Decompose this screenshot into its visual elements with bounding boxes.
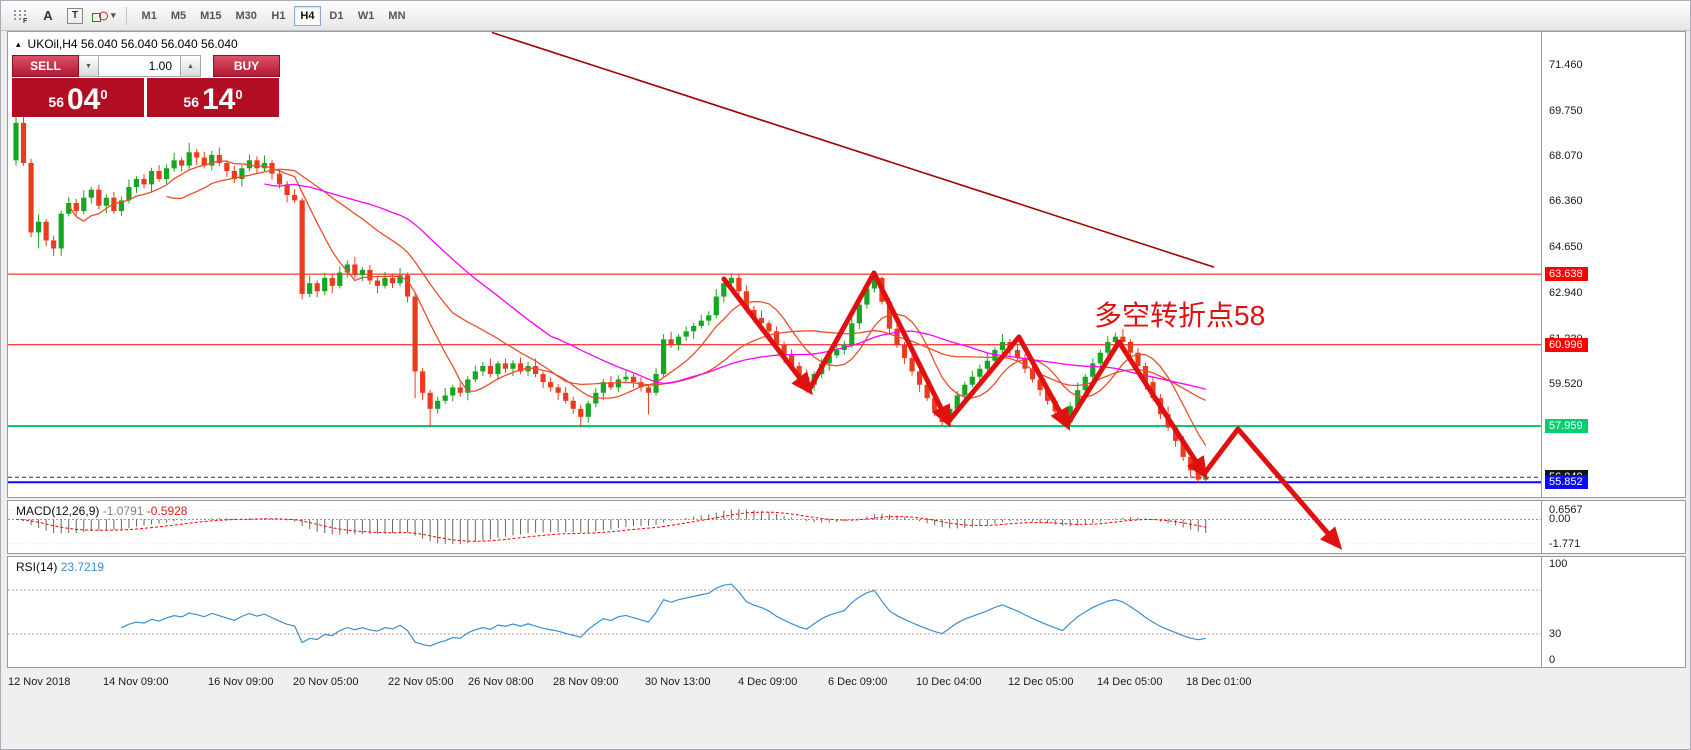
- chart-header: ▴ UKOil,H4 56.040 56.040 56.040 56.040: [16, 37, 238, 51]
- macd-axis-label: 0.00: [1549, 513, 1571, 526]
- price-axis-label: 71.460: [1549, 59, 1583, 72]
- volume-increase-button[interactable]: ▲: [181, 55, 201, 77]
- time-axis-label: 14 Dec 05:00: [1097, 676, 1163, 688]
- time-axis-label: 4 Dec 09:00: [738, 676, 798, 688]
- rsi-axis-label: 100: [1549, 558, 1568, 570]
- rsi-scale[interactable]: 100 30 0: [1541, 557, 1685, 667]
- time-axis[interactable]: 12 Nov 2018 14 Nov 09:00 16 Nov 09:00 20 No…: [7, 668, 1686, 695]
- time-axis-label: 26 Nov 08:00: [468, 676, 534, 688]
- time-axis-label: 10 Dec 04:00: [916, 676, 982, 688]
- caret-down-icon: ▾: [111, 10, 116, 20]
- buy-price-button[interactable]: 56 14 0: [147, 78, 279, 117]
- macd-canvas[interactable]: [8, 501, 1541, 553]
- timeframe-button-m1[interactable]: M1: [141, 9, 157, 22]
- buy-price-pips: 14: [201, 83, 236, 116]
- timeframe-button-h1[interactable]: H1: [271, 9, 286, 22]
- grid-dots-icon: F: [14, 9, 28, 24]
- price-badge: 57.959: [1545, 418, 1588, 433]
- sell-price-pipette: 0: [100, 87, 108, 102]
- price-axis-label: 62.940: [1549, 286, 1583, 299]
- macd-axis-label: 0.6567: [1549, 504, 1583, 517]
- timeframe-button-d1[interactable]: D1: [329, 9, 344, 22]
- macd-axis-label: -1.771: [1549, 537, 1581, 550]
- boxed-t-glyph: T: [67, 7, 83, 24]
- shapes-dropdown[interactable]: ▾: [90, 5, 117, 27]
- buy-price-pipette: 0: [235, 87, 243, 102]
- sell-button[interactable]: SELL: [12, 55, 79, 77]
- trade-row-prices: 56 04 0 56 14 0: [12, 78, 280, 117]
- macd-label: MACD(12,26,9) -1.0791 -0.5928: [16, 504, 187, 518]
- symbol-ohlc-label: UKOil,H4 56.040 56.040 56.040 56.040: [27, 37, 238, 51]
- buy-price-integer: 56: [183, 94, 199, 110]
- timeframe-button-mn[interactable]: MN: [388, 9, 406, 22]
- rsi-label: RSI(14) 23.7219: [16, 560, 104, 574]
- time-axis-label: 22 Nov 05:00: [388, 676, 454, 688]
- price-axis-label: 66.360: [1549, 195, 1583, 208]
- rsi-axis-label: 30: [1549, 628, 1562, 640]
- price-axis-label: 59.520: [1549, 378, 1583, 391]
- trade-row-controls: SELL ▼ ▲ BUY: [12, 55, 280, 77]
- timeframe-button-m15[interactable]: M15: [200, 9, 222, 22]
- collapse-triangle-icon[interactable]: ▴: [16, 38, 21, 49]
- price-badge: 63.638: [1545, 267, 1588, 282]
- macd-main-value: -1.0791: [102, 504, 144, 518]
- timeframe-button-m5[interactable]: M5: [170, 9, 187, 22]
- sell-price-button[interactable]: 56 04 0: [12, 78, 144, 117]
- pattern-grid-icon[interactable]: F: [9, 5, 33, 27]
- time-axis-label: 6 Dec 09:00: [828, 676, 888, 688]
- rsi-value: 23.7219: [60, 560, 105, 574]
- price-axis-label: 68.070: [1549, 149, 1583, 162]
- timeframe-button-m30[interactable]: M30: [235, 9, 257, 22]
- sell-price-integer: 56: [48, 94, 64, 110]
- volume-decrease-button[interactable]: ▼: [79, 55, 99, 77]
- time-axis-label: 16 Nov 09:00: [208, 676, 274, 688]
- price-axis-label: 64.650: [1549, 241, 1583, 254]
- toolbar-separator: [125, 6, 127, 25]
- price-scale[interactable]: 71.46069.75068.07066.36064.65062.94061.2…: [1541, 32, 1685, 497]
- time-axis-label: 30 Nov 13:00: [645, 676, 711, 688]
- sell-price-pips: 04: [66, 83, 101, 116]
- macd-signal-value: -0.5928: [146, 504, 188, 518]
- timeframe-button-w1[interactable]: W1: [357, 9, 375, 22]
- time-axis-label: 28 Nov 09:00: [553, 676, 619, 688]
- macd-panel: 0.6567 0.00 -1.771 MACD(12,26,9) -1.0791 -…: [7, 500, 1686, 554]
- time-axis-label: 18 Dec 01:00: [1186, 676, 1252, 688]
- rsi-panel: 100 30 0 RSI(14) 23.7219: [7, 556, 1686, 668]
- timeframe-group: M1 M5 M15 M30 H1 H4 D1 W1 MN: [136, 5, 412, 26]
- price-badge: 60.996: [1545, 337, 1588, 352]
- rsi-axis-label: 0: [1549, 654, 1556, 666]
- textbox-icon[interactable]: T: [63, 5, 87, 27]
- macd-title: MACD(12,26,9): [16, 504, 100, 518]
- text-label-icon[interactable]: A: [43, 8, 53, 23]
- time-axis-label: 14 Nov 09:00: [103, 676, 169, 688]
- timeframe-button-h4[interactable]: H4: [293, 5, 321, 26]
- time-axis-label: 20 Nov 05:00: [293, 676, 359, 688]
- svg-text:F: F: [23, 18, 28, 24]
- buy-button[interactable]: BUY: [213, 55, 280, 77]
- toolbar: F A T ▾ M1 M5 M15 M30 H1 H4 D1 W1 MN: [1, 1, 1690, 31]
- macd-scale[interactable]: 0.6567 0.00 -1.771: [1541, 501, 1685, 553]
- time-axis-label: 12 Nov 2018: [8, 676, 71, 688]
- one-click-trading-widget: SELL ▼ ▲ BUY 56 04 0 56 14 0: [12, 55, 280, 117]
- shapes-icon: [92, 11, 108, 22]
- rsi-canvas[interactable]: [8, 557, 1541, 667]
- time-axis-label: 12 Dec 05:00: [1008, 676, 1074, 688]
- rsi-title: RSI(14): [16, 560, 58, 574]
- price-badge: 55.852: [1545, 475, 1588, 490]
- price-axis-label: 69.750: [1549, 104, 1583, 117]
- main-chart-panel: 71.46069.75068.07066.36064.65062.94061.2…: [7, 31, 1686, 498]
- volume-input[interactable]: [99, 55, 181, 77]
